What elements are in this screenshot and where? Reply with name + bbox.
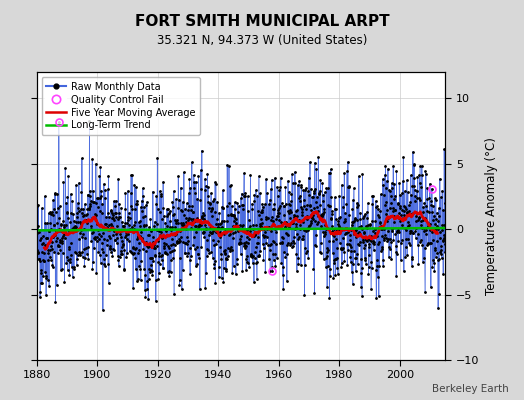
Text: 35.321 N, 94.373 W (United States): 35.321 N, 94.373 W (United States) [157,34,367,47]
Text: FORT SMITH MUNICIPAL ARPT: FORT SMITH MUNICIPAL ARPT [135,14,389,29]
Legend: Raw Monthly Data, Quality Control Fail, Five Year Moving Average, Long-Term Tren: Raw Monthly Data, Quality Control Fail, … [41,77,200,135]
Text: Berkeley Earth: Berkeley Earth [432,384,508,394]
Y-axis label: Temperature Anomaly (°C): Temperature Anomaly (°C) [485,137,498,295]
